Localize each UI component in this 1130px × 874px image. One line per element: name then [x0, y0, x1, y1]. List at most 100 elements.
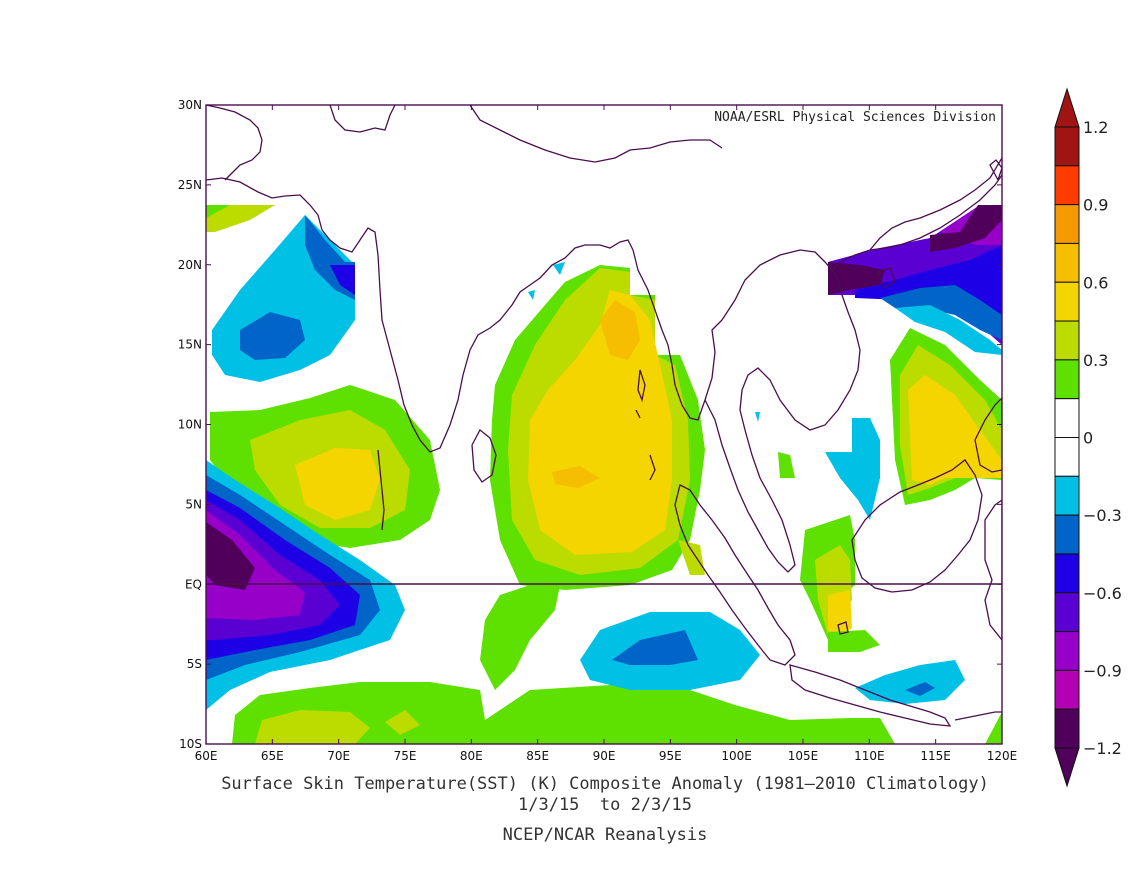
andaman-cyan	[553, 262, 565, 275]
borneo-cyan	[825, 418, 880, 520]
se-corner-green	[985, 712, 1002, 744]
lat-tick-label: 5S	[187, 657, 202, 671]
lon-tick-label: 75E	[394, 749, 417, 763]
maldives	[377, 449, 385, 531]
lat-tick-label: 15N	[178, 338, 202, 352]
colorbar-segment	[1054, 242, 1080, 283]
colorbar-segment	[1054, 320, 1080, 361]
colorbar-label: 0.3	[1083, 351, 1108, 370]
colorbar-labels: 1.2 0.9 0.6 0.3 0 −0.3 −0.6 −0.9 −1.2	[1083, 118, 1122, 758]
java-green	[828, 630, 880, 652]
borneo	[851, 459, 983, 593]
lon-tick-label: 60E	[195, 749, 218, 763]
small-isle-1	[837, 621, 849, 635]
hainan	[877, 267, 896, 289]
colorbar-label: −1.2	[1083, 739, 1122, 758]
lon-tick-label: 105E	[788, 749, 819, 763]
lat-tick-label: EQ	[185, 577, 202, 591]
colorbar-segment	[1054, 514, 1080, 555]
lon-tick-label: 120E	[987, 749, 1018, 763]
himalaya-border	[469, 105, 723, 163]
credit-text: NOAA/ESRL Physical Sciences Division	[714, 110, 996, 125]
lon-tick-label: 70E	[327, 749, 350, 763]
lon-tick-label: 85E	[526, 749, 549, 763]
colorbar-segment	[1054, 398, 1080, 438]
andaman-islands	[635, 369, 656, 481]
lat-tick-label: 10N	[178, 418, 202, 432]
equatorial-green	[480, 585, 560, 690]
colorbar-bottom-arrow	[1054, 747, 1080, 788]
sumatra	[674, 484, 796, 666]
lon-tick-label: 90E	[593, 749, 616, 763]
scs-dark-purple-north	[930, 205, 1002, 252]
bay-yellow	[528, 290, 672, 555]
lon-tick-label: 115E	[920, 749, 951, 763]
philippines	[974, 397, 1002, 473]
colorbar-segment	[1054, 631, 1080, 671]
anomaly-fields	[206, 205, 1002, 744]
arabia-coast	[206, 177, 634, 453]
scs-cyan	[895, 305, 1002, 355]
colorbar-top-arrow	[1054, 87, 1080, 128]
lat-tick-label: 5N	[185, 497, 202, 511]
lon-tick-label: 100E	[721, 749, 752, 763]
colorbar-segment	[1054, 669, 1080, 710]
lat-tick-label: 20N	[178, 258, 202, 272]
caption-source: NCEP/NCAR Reanalysis	[502, 825, 708, 845]
indochina-green	[778, 452, 795, 478]
north-arabian-blue	[240, 312, 305, 360]
lon-tick-label: 65E	[261, 749, 284, 763]
scs-blue	[880, 285, 1002, 340]
colorbar	[1054, 87, 1080, 788]
colorbar-segment	[1054, 126, 1080, 167]
colorbar-segment	[1054, 708, 1080, 749]
colorbar-label: 0	[1083, 429, 1093, 448]
caption-date-range: 1/3/15 to 2/3/15	[518, 795, 692, 815]
lon-tick-label: 80E	[460, 749, 483, 763]
arabian-sea-yellow	[295, 448, 380, 520]
lat-tick-label: 10S	[179, 737, 202, 751]
malay-peninsula	[704, 269, 861, 573]
lat-tick-label: 25N	[178, 178, 202, 192]
sri-lanka	[471, 429, 497, 483]
iran-coast	[329, 105, 396, 133]
colorbar-label: 0.6	[1083, 273, 1108, 292]
colorbar-segment	[1054, 165, 1080, 206]
bay-orange-yellow-north	[600, 300, 640, 360]
lon-tick-label: 110E	[854, 749, 885, 763]
sw-violet	[206, 510, 305, 620]
colorbar-label: −0.6	[1083, 584, 1122, 603]
east-java-blue	[905, 682, 935, 696]
colorbar-segment	[1054, 475, 1080, 516]
colorbar-label: 0.9	[1083, 196, 1108, 215]
latitude-axis: 30N 25N 20N 15N 10N 5N EQ 5S 10S	[178, 98, 1002, 751]
lesser-sunda	[954, 711, 1002, 721]
sumatra-west-yellowgreen	[678, 540, 705, 575]
colorbar-segment	[1054, 359, 1080, 400]
china-coast	[869, 157, 1002, 251]
south-yellowgreen-band	[255, 710, 370, 744]
taiwan	[989, 159, 1002, 182]
colorbar-segment	[1054, 592, 1080, 633]
bay-orange-yellow-center	[552, 466, 600, 488]
andaman-cyan-2	[528, 290, 535, 300]
caption-title: Surface Skin Temperature(SST) (K) Compos…	[221, 774, 989, 794]
colorbar-segment	[1054, 204, 1080, 244]
south-yellowgreen-small	[385, 710, 420, 735]
indochina-interior	[721, 174, 1002, 321]
longitude-axis: 60E 65E 70E 75E 80E 85E 90E 95E 100E 105E 110E 115E…	[195, 105, 1018, 763]
colorbar-segment	[1054, 281, 1080, 322]
coastlines	[206, 105, 1002, 727]
colorbar-label: −0.9	[1083, 661, 1122, 680]
burma-coast	[632, 249, 723, 421]
east-java-cyan	[855, 660, 965, 704]
arabia-north	[206, 105, 263, 181]
top-left-green-edge	[206, 205, 230, 218]
lat-tick-label: 30N	[178, 98, 202, 112]
colorbar-label: 1.2	[1083, 118, 1108, 137]
colorbar-label: −0.3	[1083, 506, 1122, 525]
gulf-thailand-cyan	[755, 412, 760, 422]
sw-dark-purple	[206, 522, 255, 590]
colorbar-segment	[1054, 437, 1080, 477]
